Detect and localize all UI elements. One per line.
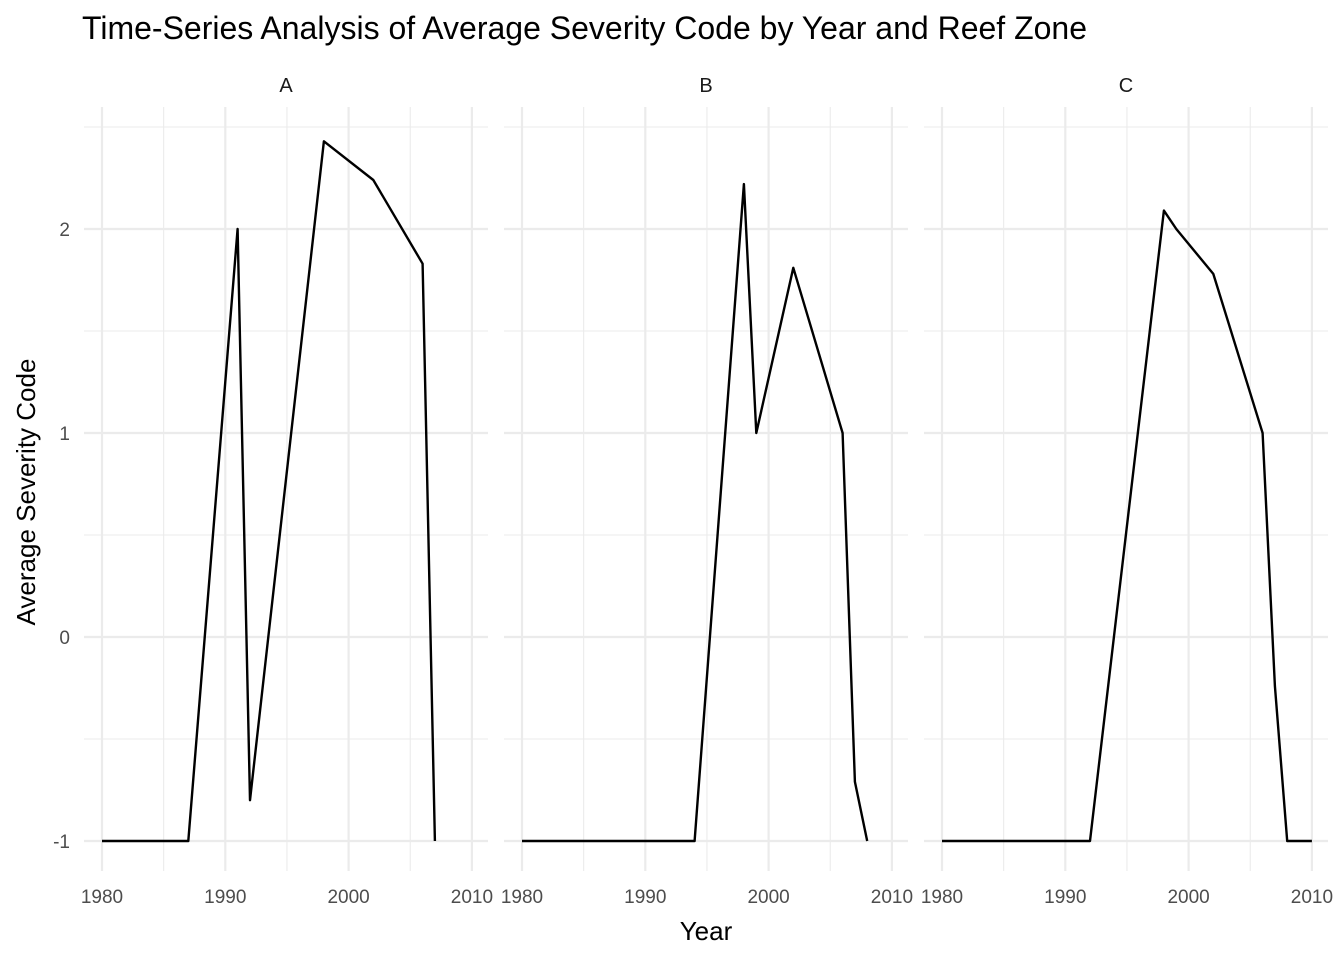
y-tick-label: 1 — [59, 424, 70, 445]
facet-strip-label: B — [699, 75, 712, 97]
x-tick-label: 2010 — [871, 887, 913, 908]
y-axis-title: Average Severity Code — [11, 359, 41, 626]
x-tick-label: 1990 — [1044, 887, 1086, 908]
series-line-b — [522, 182, 869, 843]
x-tick-label: 1990 — [624, 887, 666, 908]
x-axis-title: Year — [680, 916, 733, 946]
series-line-a — [102, 140, 437, 843]
x-tick-label: 2010 — [1291, 887, 1333, 908]
x-tick-label: 2000 — [747, 887, 789, 908]
x-tick-label: 1980 — [81, 887, 123, 908]
x-tick-label: 1980 — [501, 887, 543, 908]
x-tick-label: 2010 — [451, 887, 493, 908]
facet-panels: A 1980 1990 2000 2010 B 1980 1990 2000 2010 C 1980 1… — [53, 75, 1333, 908]
y-tick-label: -1 — [53, 832, 70, 853]
y-tick-label: 2 — [59, 220, 70, 241]
chart-title: Time-Series Analysis of Average Severity… — [82, 10, 1087, 46]
x-tick-label: 1990 — [204, 887, 246, 908]
facet-panel-a: A 1980 1990 2000 2010 — [81, 75, 493, 908]
facet-panel-c: C 1980 1990 2000 2010 — [921, 75, 1333, 908]
x-tick-label: 2000 — [327, 887, 369, 908]
x-tick-label: 2000 — [1167, 887, 1209, 908]
facet-panel-b: B 1980 1990 2000 2010 — [501, 75, 913, 908]
facet-strip-label: C — [1119, 75, 1133, 97]
facet-strip-label: A — [279, 75, 293, 97]
series-line-c — [942, 209, 1312, 843]
x-tick-label: 1980 — [921, 887, 963, 908]
y-tick-label: 0 — [59, 628, 70, 649]
